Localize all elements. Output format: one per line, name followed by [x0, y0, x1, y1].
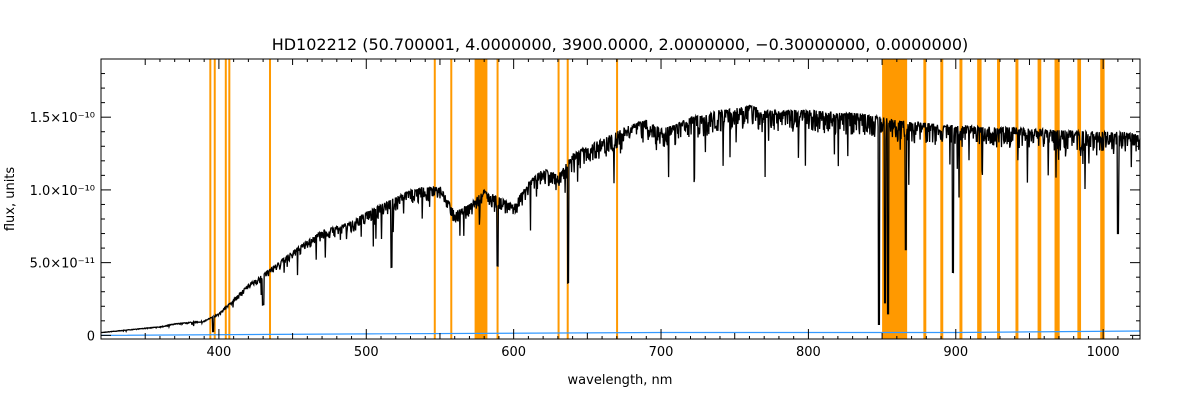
highlight-band: [616, 59, 619, 339]
x-tick-label: 900: [943, 345, 968, 360]
highlight-band: [959, 59, 963, 339]
highlight-band: [557, 59, 560, 339]
highlight-band: [433, 59, 436, 339]
x-tick-label: 500: [354, 345, 379, 360]
x-tick-label: 600: [501, 345, 526, 360]
highlight-band: [1054, 59, 1060, 339]
highlight-band: [1037, 59, 1042, 339]
plot-frame: [100, 58, 1141, 340]
y-tick-label: 1.5×10⁻¹⁰: [30, 111, 95, 126]
x-tick-label: 400: [206, 345, 231, 360]
highlight-band: [997, 59, 1000, 339]
highlight-band: [224, 59, 227, 339]
x-axis: 400 500 600 700 800 900 1000: [144, 59, 1134, 360]
y-tick-label: 0: [87, 329, 95, 344]
highlight-band: [213, 59, 216, 339]
highlight-band: [450, 59, 453, 339]
error-line: [100, 330, 1141, 336]
highlight-band: [209, 59, 212, 339]
y-axis-label: flux, units: [3, 167, 18, 232]
highlight-band: [269, 59, 272, 339]
highlight-band: [228, 59, 231, 339]
y-tick-label: 5.0×10⁻¹¹: [30, 257, 95, 272]
highlight-band: [977, 59, 982, 339]
y-axis: 0 5.0×10⁻¹¹ 1.0×10⁻¹⁰ 1.5×10⁻¹⁰: [30, 73, 1140, 344]
highlight-band: [940, 59, 944, 339]
x-axis-label: wavelength, nm: [568, 373, 673, 388]
y-tick-label: 1.0×10⁻¹⁰: [30, 184, 95, 199]
x-tick-label: 700: [649, 345, 674, 360]
highlight-band: [1077, 59, 1082, 339]
highlight-band: [1015, 59, 1019, 339]
x-tick-label: 1000: [1087, 345, 1120, 360]
chart-title: HD102212 (50.700001, 4.0000000, 3900.000…: [272, 35, 969, 54]
highlight-band: [496, 59, 499, 339]
highlight-band: [923, 59, 927, 339]
highlight-bands: [209, 59, 1105, 339]
series-lines: [100, 104, 1141, 336]
spectrum-flux-line: [100, 104, 1141, 334]
highlight-band: [1100, 59, 1105, 339]
x-tick-label: 800: [796, 345, 821, 360]
